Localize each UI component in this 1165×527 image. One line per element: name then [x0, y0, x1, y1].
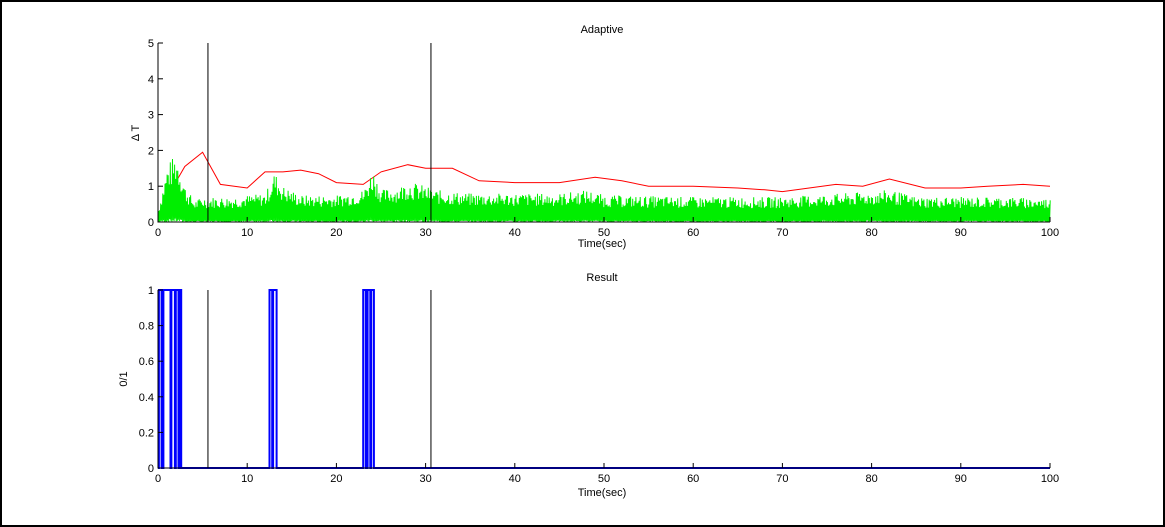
x-tick-label: 10	[241, 227, 253, 239]
y-tick-label: 1	[148, 181, 154, 193]
x-tick-label: 0	[155, 473, 161, 485]
x-tick-label: 20	[330, 473, 342, 485]
y-tick-label: 0	[148, 463, 154, 475]
result-title: Result	[586, 272, 617, 284]
adaptive-plot-area	[157, 43, 1051, 223]
x-tick-label: 60	[687, 473, 699, 485]
y-tick-label: 2	[148, 145, 154, 157]
x-tick-label: 90	[955, 473, 967, 485]
x-tick-label: 10	[241, 473, 253, 485]
y-tick-label: 3	[148, 110, 154, 122]
result-axes: 0 10 20 30 40 50 60 70 80 90 100 0 0.2 0.4 0.6 0.8 1	[139, 285, 1059, 485]
adaptive-panel: 0 10 20 30 40 50 60 70 80 90 100 0 1 2 3 4 5 Adaptive Ti…	[130, 24, 1059, 250]
x-tick-label: 50	[598, 473, 610, 485]
x-tick-label: 90	[955, 227, 967, 239]
y-tick-label: 5	[148, 38, 154, 50]
adaptive-title: Adaptive	[581, 24, 624, 36]
y-tick-label: 0.4	[139, 392, 154, 404]
x-tick-label: 80	[865, 473, 877, 485]
x-tick-label: 70	[776, 227, 788, 239]
y-tick-label: 0.2	[139, 427, 154, 439]
adaptive-ylabel: Δ T	[130, 124, 142, 141]
x-tick-label: 60	[687, 227, 699, 239]
x-tick-label: 70	[776, 473, 788, 485]
x-tick-label: 50	[598, 227, 610, 239]
series-green-signal	[157, 158, 1051, 223]
series-red-threshold	[157, 151, 1051, 219]
x-tick-label: 0	[155, 227, 161, 239]
x-tick-label: 80	[865, 227, 877, 239]
x-tick-label: 30	[419, 473, 431, 485]
y-tick-label: 4	[148, 74, 154, 86]
adaptive-axes: 0 10 20 30 40 50 60 70 80 90 100 0 1 2 3 4 5	[148, 38, 1059, 239]
x-tick-label: 30	[419, 227, 431, 239]
x-tick-label: 20	[330, 227, 342, 239]
y-tick-label: 1	[148, 285, 154, 297]
x-tick-label: 40	[509, 473, 521, 485]
y-tick-label: 0.8	[139, 321, 154, 333]
adaptive-xlabel: Time(sec)	[578, 238, 626, 250]
y-tick-label: 0.6	[139, 356, 154, 368]
result-ylabel: 0/1	[118, 371, 130, 386]
x-tick-label: 100	[1041, 227, 1059, 239]
x-tick-label: 40	[509, 227, 521, 239]
result-panel: 0 10 20 30 40 50 60 70 80 90 100 0 0.2 0.4 0.6 0.8 1 Res…	[118, 272, 1059, 499]
result-xlabel: Time(sec)	[578, 487, 626, 499]
x-tick-label: 100	[1041, 473, 1059, 485]
y-tick-label: 0	[148, 217, 154, 229]
